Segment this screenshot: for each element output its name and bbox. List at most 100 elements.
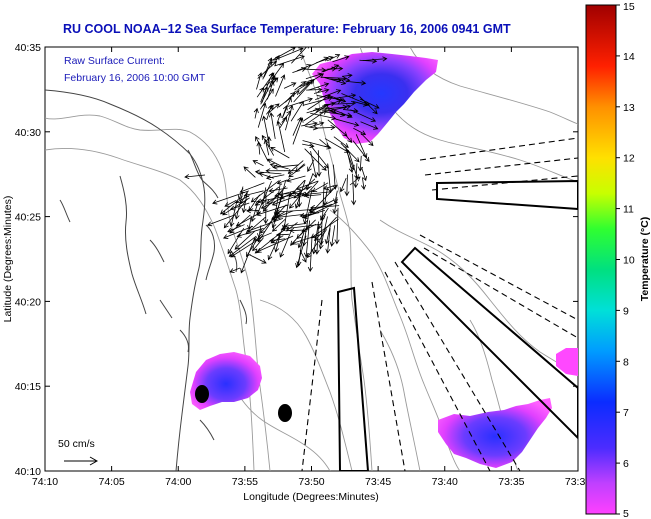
current-vector [316,95,344,102]
current-vector [332,164,338,190]
colorbar-tick-label: 10 [623,255,635,267]
current-vector [344,133,353,143]
current-vector [361,167,368,182]
current-vector [299,249,307,263]
current-vector [308,121,325,128]
current-vector [344,174,350,197]
current-vector [234,231,255,250]
colorbar-tick-label: 13 [623,102,635,114]
current-vector [276,179,288,185]
current-vector [212,190,250,205]
current-vector [292,66,307,73]
current-vector [360,121,379,130]
current-vector [227,227,245,255]
current-vector [255,136,269,162]
y-tick-label: 40:25 [15,212,41,224]
colorbar-tick-label: 8 [623,356,629,368]
current-vector [285,91,296,103]
y-tick-label: 40:35 [15,42,41,54]
current-vector [229,202,250,211]
current-vector [283,82,297,89]
current-vector [271,193,302,206]
x-tick-label: 73:50 [298,476,324,488]
y-tick-labels: 40:35 40:30 40:25 40:20 40:15 40:10 [15,42,41,478]
current-vector [316,124,336,131]
current-vector [256,235,294,253]
coverage-polygons [336,179,578,471]
current-vector [243,166,256,178]
current-vector [272,164,299,170]
current-vector [360,132,374,147]
current-vector [252,160,264,167]
x-tick-labels: 74:10 74:05 74:00 73:55 73:50 73:45 73:40 73:35… [32,476,591,488]
current-vector [296,219,316,240]
current-vector [276,112,282,124]
current-vector [246,217,284,233]
current-vector [275,213,304,220]
current-vector [281,110,292,123]
current-vector [316,150,322,177]
current-vector [288,97,313,107]
axis-ticks [44,46,579,472]
current-vector [311,182,329,193]
current-vector [266,104,274,115]
current-vector [332,55,350,63]
current-vector [291,47,309,64]
current-vector [273,47,304,61]
current-vector [305,125,319,131]
current-vector [274,180,287,216]
y-tick-label: 40:15 [15,381,41,393]
current-vector [297,73,325,91]
current-vector [288,195,301,209]
current-vector [309,144,329,169]
radar-site-marker [278,404,292,422]
current-vector [343,108,359,114]
current-vector [314,224,320,255]
current-vector [285,104,294,131]
current-vector [324,107,337,114]
current-vector [271,212,280,229]
current-vector [275,74,286,97]
current-vector [265,77,277,86]
plot-area [44,46,579,472]
current-vector [262,57,273,80]
current-vector [285,222,298,232]
current-vector [223,198,248,229]
current-vector [318,216,328,250]
current-vector [271,219,286,232]
current-vector [184,174,206,180]
current-vector [270,235,284,244]
current-vector [303,95,334,106]
current-vector [326,54,341,62]
current-vector [241,193,248,214]
current-vector [254,169,282,175]
current-vector [269,47,296,62]
current-vector [229,267,241,273]
current-vector [351,173,357,206]
current-vector [334,93,357,99]
current-vector [266,158,282,167]
current-vector [340,142,360,163]
current-vector [260,191,296,209]
current-vector [346,149,354,173]
current-vector [322,187,328,207]
y-axis-label: Latitude (Degrees:Minutes) [2,196,14,323]
x-tick-label: 73:55 [232,476,258,488]
coastline [45,89,247,471]
y-tick-label: 40:10 [15,466,41,478]
current-vector [268,187,288,194]
x-tick-label: 74:10 [32,476,58,488]
current-vector [294,81,307,91]
current-vector [257,212,278,243]
current-vector [254,228,286,254]
current-vector [301,190,314,197]
current-vector [307,235,313,273]
current-vector [346,80,367,86]
y-tick-label: 40:20 [15,296,41,308]
current-vector [228,235,257,257]
current-vector [229,214,251,234]
current-vector [322,111,353,118]
current-vector [329,225,336,247]
current-vector [261,115,271,147]
